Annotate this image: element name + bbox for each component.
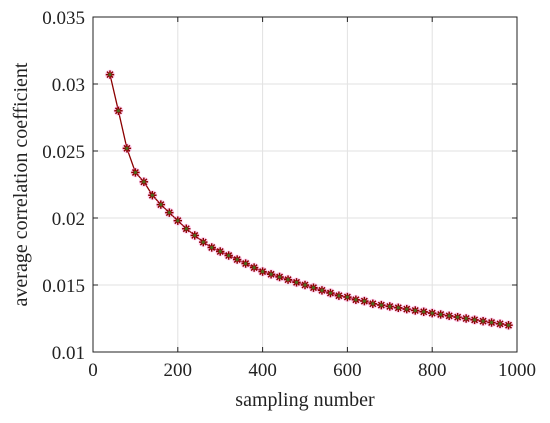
data-point-marker	[384, 301, 395, 312]
data-point-marker	[113, 105, 124, 116]
data-point-marker	[215, 246, 226, 257]
data-point-marker	[291, 277, 302, 288]
data-point-marker	[418, 306, 429, 317]
y-tick-label: 0.025	[42, 142, 85, 163]
data-point-marker	[138, 176, 149, 187]
y-tick-label: 0.02	[52, 209, 85, 230]
data-point-marker	[461, 313, 472, 324]
data-point-marker	[469, 314, 480, 325]
x-tick-label: 800	[418, 360, 447, 381]
x-tick-label: 400	[248, 360, 277, 381]
y-tick-label: 0.015	[42, 276, 85, 297]
data-point-marker	[495, 318, 506, 329]
data-point-marker	[164, 207, 175, 218]
data-point-marker	[274, 271, 285, 282]
data-point-marker	[376, 300, 387, 311]
data-point-marker	[104, 69, 115, 80]
plot-frame	[92, 16, 518, 353]
data-point-marker	[359, 296, 370, 307]
data-point-marker	[266, 269, 277, 280]
data-point-marker	[444, 310, 455, 321]
data-point-marker	[486, 317, 497, 328]
data-point-marker	[401, 304, 412, 315]
data-point-marker	[325, 288, 336, 299]
y-tick-label: 0.01	[52, 343, 85, 364]
x-axis-label: sampling number	[235, 389, 375, 411]
data-point-marker	[223, 250, 234, 261]
data-point-marker	[427, 308, 438, 319]
data-point-marker	[249, 262, 260, 273]
data-point-marker	[130, 167, 141, 178]
y-tick-label: 0.035	[42, 8, 85, 29]
data-point-marker	[147, 190, 158, 201]
data-point-marker	[308, 282, 319, 293]
data-point-marker	[316, 285, 327, 296]
y-axis-label: average correlation coefficient	[10, 62, 32, 306]
data-point-marker	[283, 274, 294, 285]
data-point-marker	[240, 258, 251, 269]
data-point-marker	[206, 242, 217, 253]
x-tick-label: 200	[164, 360, 193, 381]
data-point-marker	[393, 302, 404, 313]
data-point-marker	[435, 309, 446, 320]
x-tick-label: 1000	[498, 360, 536, 381]
data-point-marker	[333, 290, 344, 301]
data-point-marker	[181, 223, 192, 234]
y-tick-label: 0.03	[52, 75, 85, 96]
x-tick-label: 600	[333, 360, 362, 381]
data-point-marker	[189, 230, 200, 241]
data-point-marker	[300, 280, 310, 290]
data-point-marker	[410, 305, 421, 316]
data-point-marker	[232, 254, 243, 265]
x-tick-label: 0	[88, 360, 98, 381]
data-point-marker	[172, 215, 183, 226]
data-point-marker	[121, 143, 132, 154]
data-point-marker	[367, 298, 378, 309]
data-point-marker	[198, 237, 209, 248]
data-point-marker	[342, 292, 353, 303]
data-point-marker	[350, 294, 361, 305]
series-markers	[104, 69, 514, 331]
data-point-marker	[452, 312, 463, 323]
axis-ticks: 0 200 400 600 800 1000 0.01 0.015 0.02 0.025 0.03 0…	[42, 8, 536, 381]
data-point-marker	[257, 266, 268, 277]
data-point-marker	[503, 320, 514, 331]
grid	[92, 16, 518, 353]
data-point-marker	[478, 316, 489, 327]
data-point-marker	[155, 199, 166, 210]
